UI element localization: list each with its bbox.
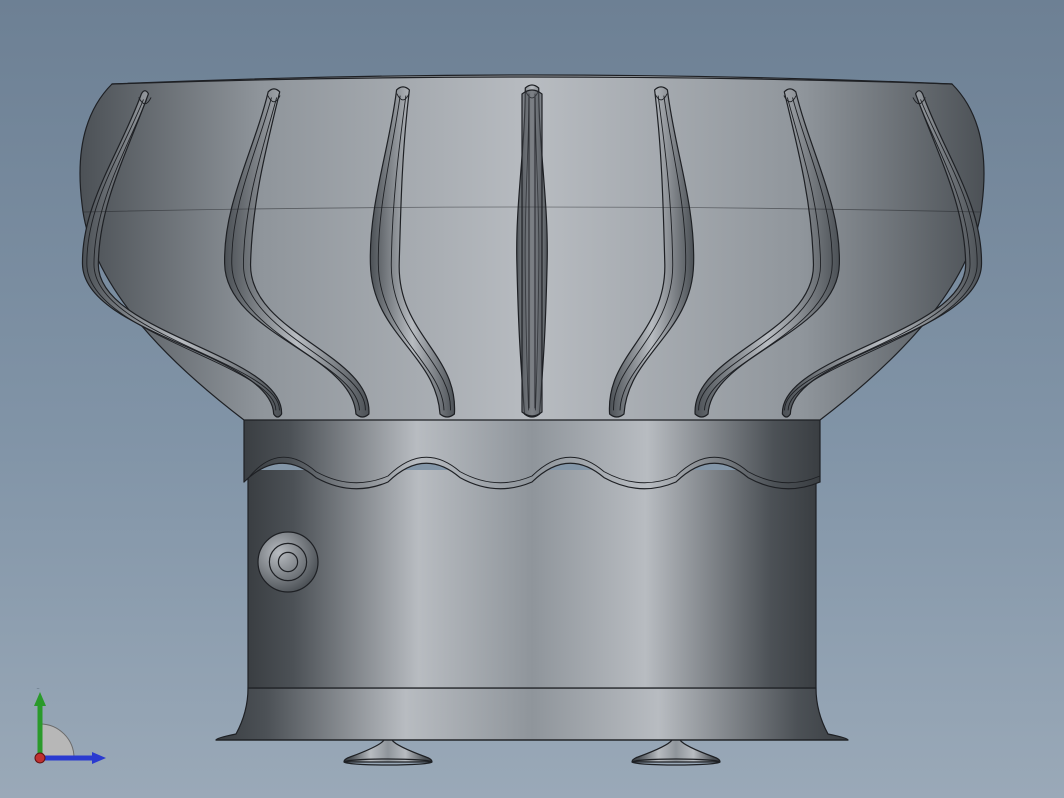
viewport-canvas [0,0,1064,798]
svg-text:Y: Y [33,688,43,691]
cad-viewport[interactable]: YZ [0,0,1064,798]
axis-triad[interactable]: YZ [20,688,110,778]
axis-triad-svg: YZ [20,688,110,778]
